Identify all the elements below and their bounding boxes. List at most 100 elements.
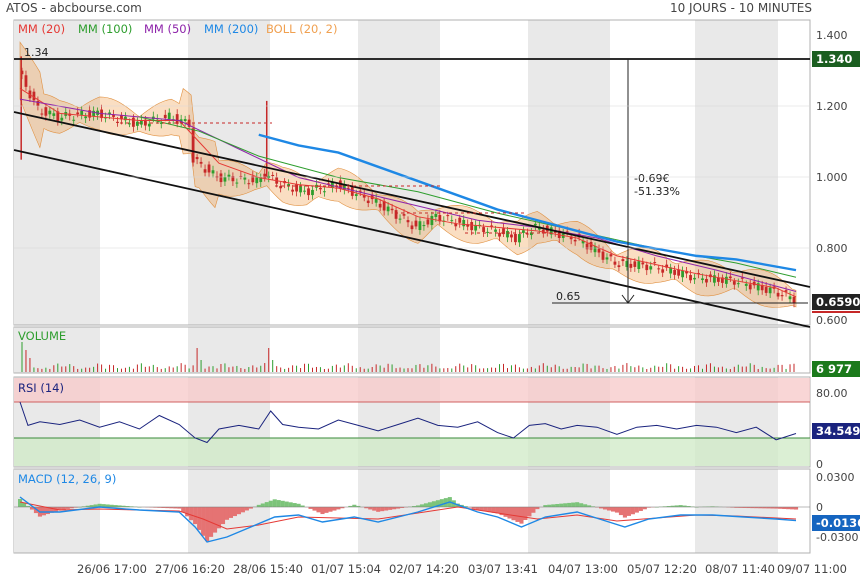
macd-hist-132 <box>543 505 548 507</box>
macd-hist-129 <box>531 507 536 513</box>
candle-body-41 <box>183 119 187 121</box>
macd-hist-77 <box>324 507 329 513</box>
candle-body-9 <box>56 111 60 121</box>
macd-hist-68 <box>288 502 293 507</box>
macd-hist-187 <box>762 507 767 509</box>
candle-body-29 <box>135 121 139 126</box>
macd-hist-190 <box>774 507 779 509</box>
macd-hist-19 <box>93 504 98 507</box>
candle-body-27 <box>128 123 131 125</box>
macd-hist-152 <box>622 507 627 518</box>
macd-hist-37 <box>165 507 170 509</box>
candle-body-153 <box>629 263 633 268</box>
macd-hist-99 <box>411 506 417 507</box>
macd-hist-8 <box>49 507 54 513</box>
macd-hist-83 <box>348 505 353 507</box>
candle-body-152 <box>625 261 629 268</box>
day-band-1-1 <box>188 327 270 373</box>
candle-body-87 <box>366 200 370 204</box>
macd-hist-155 <box>634 507 639 513</box>
volume-last-tag: 6 977 <box>816 362 852 376</box>
candle-body-96 <box>402 214 406 216</box>
macd-hist-50 <box>216 507 222 529</box>
candle-body-97 <box>406 220 410 223</box>
candle-body-193 <box>788 296 792 300</box>
candle-body-57 <box>247 183 251 185</box>
candle-body-164 <box>673 269 677 275</box>
macd-hist-130 <box>535 507 540 510</box>
day-band-3-3 <box>528 469 610 553</box>
x-tick-6: 04/07 13:00 <box>548 562 618 576</box>
macd-hist-165 <box>674 505 679 507</box>
macd-hist-56 <box>240 507 245 513</box>
candle-body-116 <box>482 227 486 233</box>
candle-body-37 <box>167 112 171 119</box>
candle-body-159 <box>653 262 657 264</box>
candle-body-170 <box>697 273 700 275</box>
macd-hist-184 <box>750 507 755 509</box>
candle-body-25 <box>120 115 123 120</box>
candle-body-53 <box>231 176 235 182</box>
macd-hist-150 <box>614 507 620 513</box>
macd-hist-122 <box>503 507 508 517</box>
candle-body-183 <box>748 284 752 290</box>
candle-body-135 <box>557 230 561 239</box>
macd-hist-0 <box>18 499 23 507</box>
macd-hist-25 <box>117 505 122 507</box>
candle-body-180 <box>736 283 740 285</box>
macd-hist-40 <box>177 507 182 509</box>
candle-body-15 <box>80 110 84 115</box>
macd-hist-24 <box>113 505 118 507</box>
candle-body-8 <box>52 113 56 116</box>
macd-hist-34 <box>153 507 158 508</box>
rsi-title: RSI (14) <box>18 381 64 395</box>
legend-item-4: BOLL (20, 2) <box>266 22 337 36</box>
macd-hist-124 <box>511 507 516 521</box>
candle-body-150 <box>617 265 621 268</box>
macd-hist-95 <box>396 507 401 509</box>
macd-hist-61 <box>260 503 265 507</box>
macd-hist-163 <box>666 506 671 507</box>
candle-body-35 <box>159 122 163 124</box>
macd-hist-137 <box>563 503 568 507</box>
macd-hist-6 <box>41 507 46 516</box>
macd-hist-49 <box>212 507 218 533</box>
candle-body-145 <box>597 248 601 253</box>
macd-hist-92 <box>384 507 389 511</box>
day-band-1-4 <box>695 327 778 373</box>
macd-hist-191 <box>778 507 783 509</box>
macd-hist-167 <box>682 505 687 507</box>
marker-value-tag: 1.340 <box>816 52 852 66</box>
macd-hist-2 <box>25 506 31 507</box>
candle-body-16 <box>84 116 88 119</box>
macd-hist-47 <box>205 507 210 542</box>
macd-hist-101 <box>419 504 425 507</box>
candle-body-65 <box>279 186 283 189</box>
macd-hist-38 <box>169 507 174 509</box>
macd-hist-91 <box>380 507 385 512</box>
macd-hist-146 <box>599 507 604 509</box>
macd-hist-52 <box>224 507 230 520</box>
candle-body-30 <box>139 119 143 125</box>
candle-body-179 <box>732 281 736 285</box>
candle-body-104 <box>434 213 438 218</box>
candle-body-67 <box>287 184 291 187</box>
candle-body-3 <box>32 91 36 101</box>
macd-hist-69 <box>292 503 297 507</box>
macd-hist-174 <box>710 506 715 507</box>
candle-body-73 <box>311 189 314 196</box>
macd-hist-143 <box>587 505 592 507</box>
candle-body-184 <box>752 281 756 286</box>
macd-hist-154 <box>630 507 635 515</box>
rsi-tick-0: 80.00 <box>816 387 848 400</box>
macd-hist-70 <box>296 503 301 507</box>
macd-hist-106 <box>439 499 444 507</box>
macd-hist-194 <box>790 507 795 510</box>
macd-hist-67 <box>284 501 289 507</box>
candle-body-163 <box>669 267 673 274</box>
macd-hist-116 <box>479 507 484 511</box>
macd-hist-183 <box>746 507 751 509</box>
macd-hist-3 <box>29 507 35 510</box>
candle-body-1 <box>24 75 28 87</box>
